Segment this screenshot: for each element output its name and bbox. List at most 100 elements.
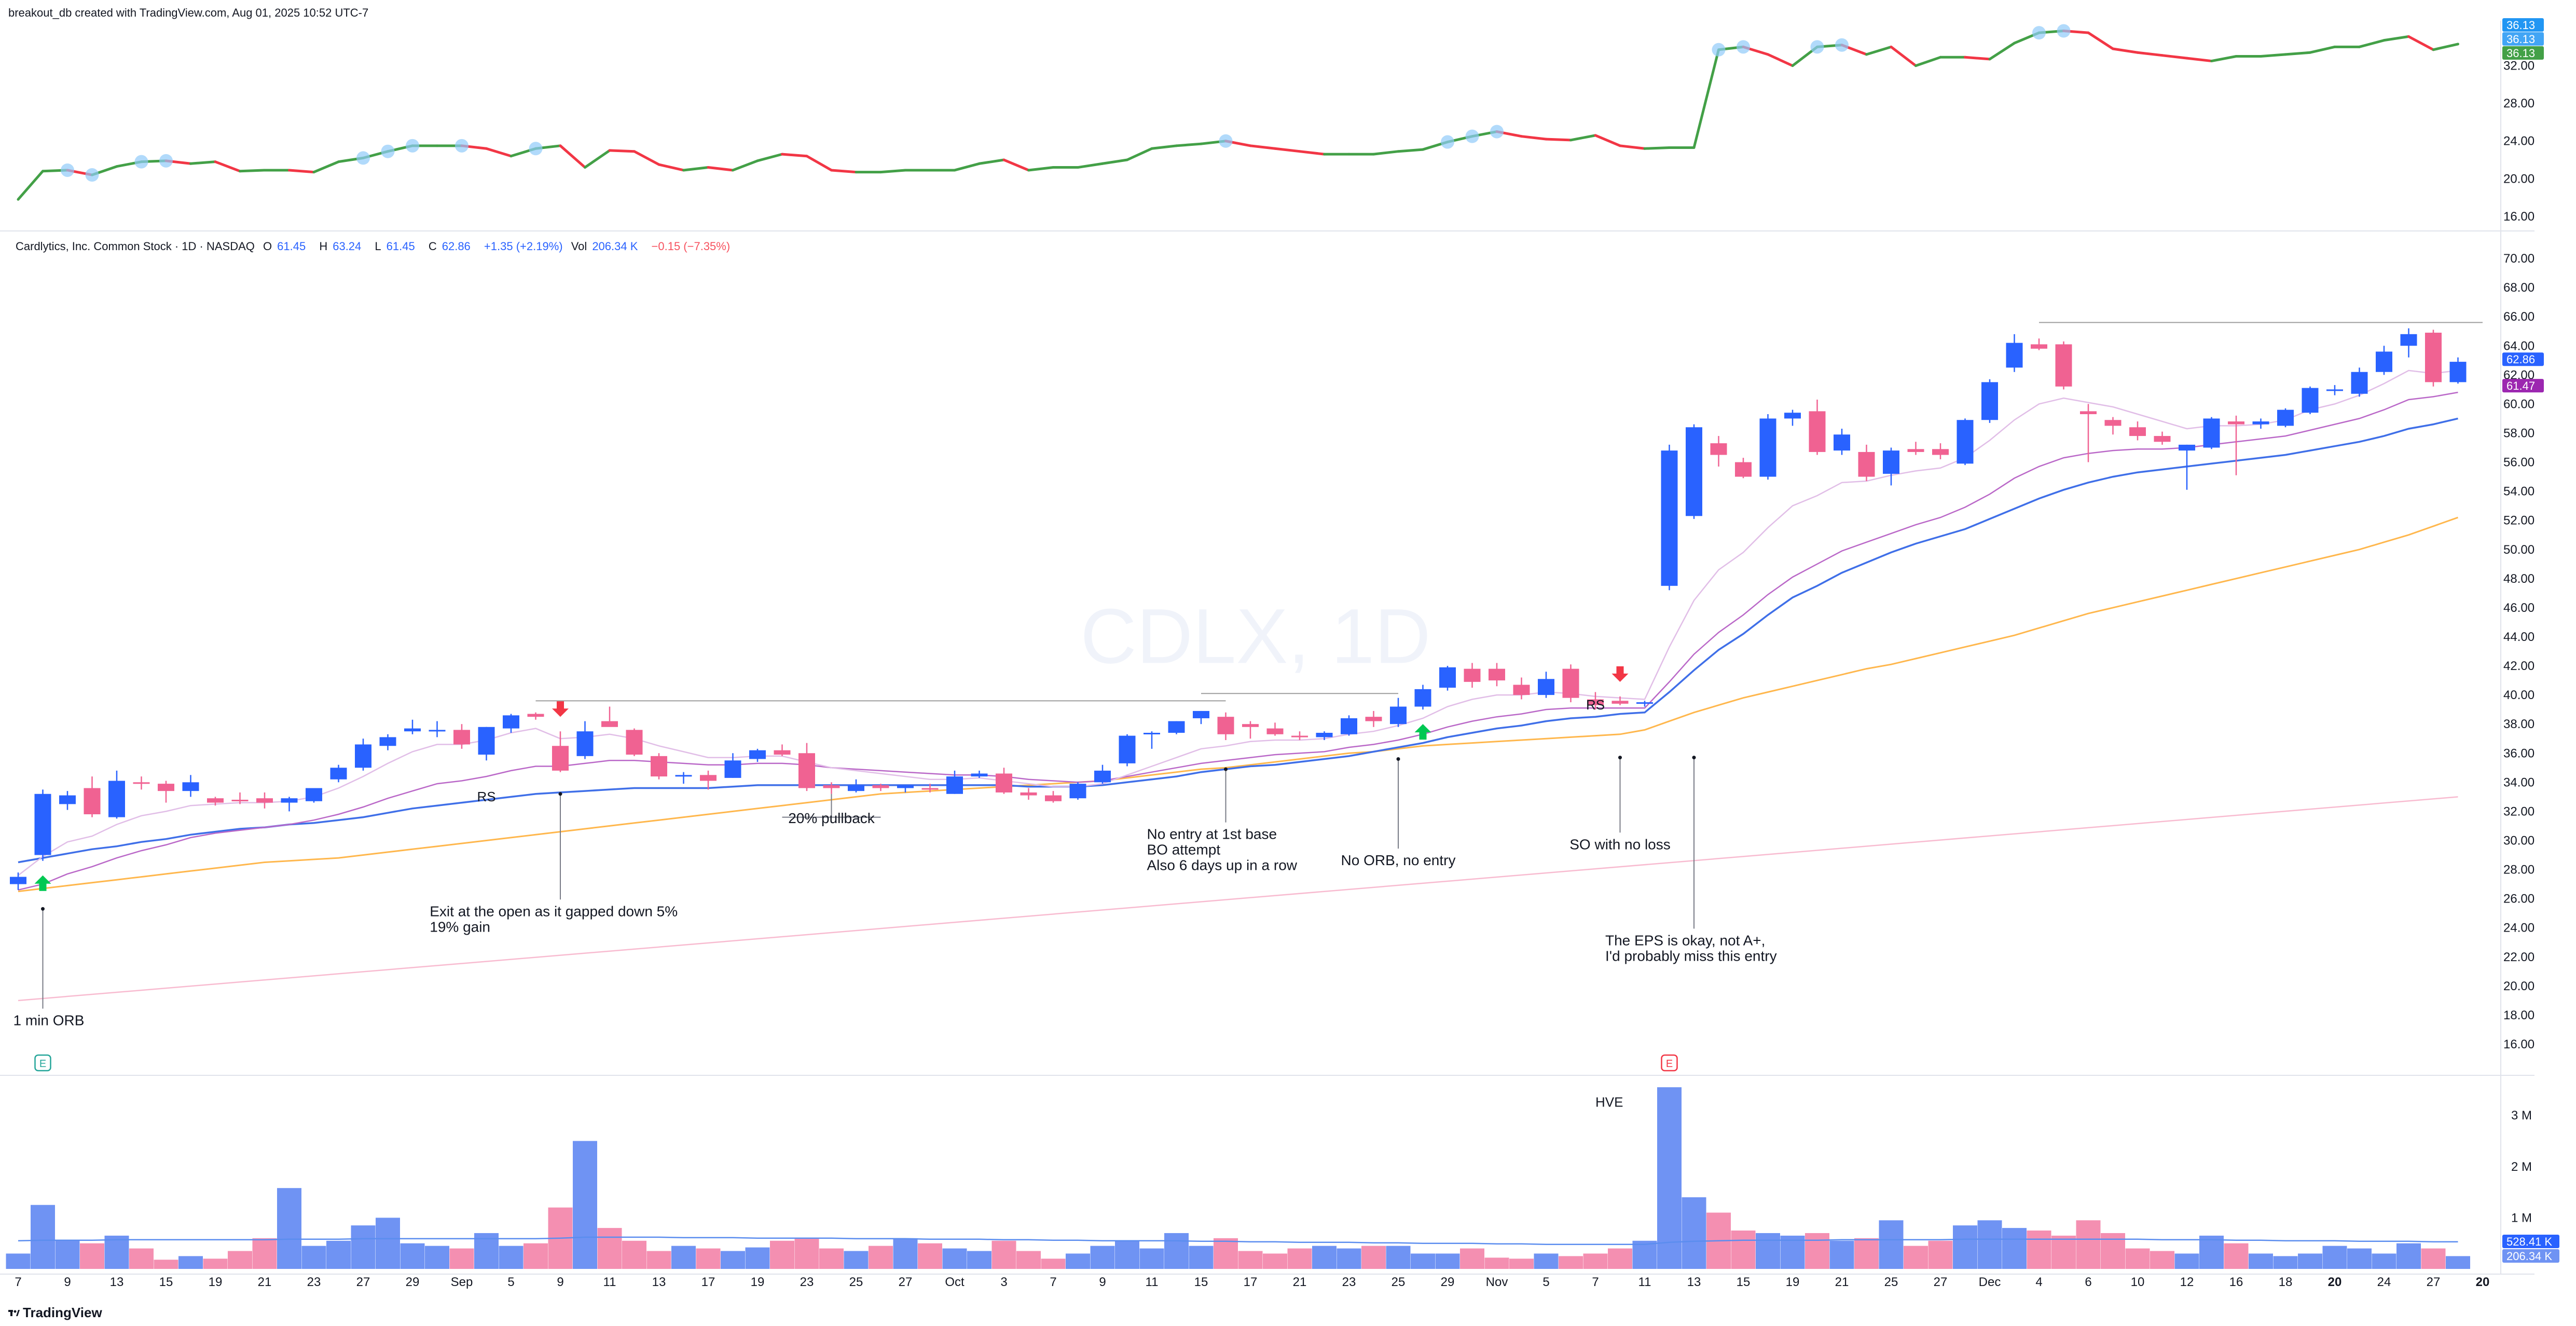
volume-bar — [203, 1259, 228, 1269]
time-axis-tick: 25 — [1884, 1275, 1898, 1289]
rs-line-segment — [2407, 35, 2435, 51]
annotation-dot — [41, 907, 45, 911]
time-axis-tick: 25 — [849, 1275, 863, 1289]
annotation-text: 20% pullback — [788, 810, 875, 826]
candle-body — [1636, 702, 1653, 704]
high-label: H — [319, 240, 328, 253]
rs-axis-tick: 24.00 — [2503, 134, 2534, 148]
price-axis-tick: 28.00 — [2503, 863, 2534, 877]
rs-line-segment — [1101, 158, 1128, 165]
candle-body — [872, 785, 889, 788]
candle-body — [700, 775, 717, 781]
price-axis-tick: 26.00 — [2503, 892, 2534, 906]
time-axis-tick: 19 — [1786, 1275, 1800, 1289]
candle-body — [1291, 735, 1308, 737]
candle-body — [133, 782, 150, 784]
volume-bar — [2322, 1246, 2347, 1269]
price-axis-tick: 60.00 — [2503, 397, 2534, 411]
rs-axis-tick: 20.00 — [2503, 172, 2534, 186]
price-axis-tick: 22.00 — [2503, 950, 2534, 964]
volume-last-label: 206.34 K — [2506, 1250, 2552, 1263]
annotation-text: I'd probably miss this entry — [1605, 948, 1777, 964]
candle-body — [330, 768, 347, 780]
price-axis-tick: 40.00 — [2503, 688, 2534, 702]
time-axis-tick: 25 — [1392, 1275, 1406, 1289]
annotation-text: Also 6 days up in a row — [1147, 857, 1298, 873]
volume-bar — [2076, 1220, 2101, 1269]
tradingview-brand: TradingView — [23, 1305, 102, 1320]
rs-line-segment — [2260, 53, 2287, 58]
volume-bar — [1115, 1240, 1139, 1269]
candle-body — [675, 775, 692, 777]
candle-body — [527, 714, 544, 717]
time-axis-tick: Sep — [451, 1275, 473, 1289]
candle-body — [207, 798, 224, 803]
volume-label-box — [2502, 1235, 2559, 1248]
candle-body — [1439, 667, 1456, 688]
tradingview-logo[interactable]: TradingView — [8, 1305, 102, 1321]
candle-body — [34, 794, 51, 855]
price-axis-tick: 66.00 — [2503, 310, 2534, 324]
candle-body — [1981, 382, 1998, 420]
candle-body — [2055, 344, 2072, 387]
candle-body — [84, 788, 101, 814]
rs-new-high-dot — [529, 142, 543, 156]
candle-body — [848, 785, 864, 791]
annotation-dot — [1224, 767, 1228, 771]
candle-body — [1735, 462, 1752, 477]
volume-bar — [2101, 1233, 2125, 1269]
rs-line-segment — [239, 169, 266, 173]
candle-body — [2080, 411, 2097, 415]
candle-body — [1390, 706, 1407, 724]
rs-line-segment — [584, 149, 611, 169]
price-axis-tick: 50.00 — [2503, 543, 2534, 557]
rs-new-high-dot — [381, 144, 395, 158]
candle-body — [281, 798, 298, 803]
sell-arrow-icon — [1611, 666, 1629, 682]
last-price-label: 62.86 — [2506, 353, 2535, 366]
candle-body — [1489, 668, 1505, 681]
candle-body — [576, 731, 594, 756]
volume-bar — [2125, 1248, 2150, 1269]
candle-body — [503, 715, 519, 729]
rs-line-segment — [781, 153, 808, 158]
time-axis-tick: 23 — [800, 1275, 814, 1289]
time-axis-tick: 11 — [603, 1275, 616, 1289]
low-label: L — [375, 240, 381, 253]
symbol-title[interactable]: Cardlytics, Inc. Common Stock · 1D · NAS… — [16, 240, 255, 253]
volume-bar — [622, 1240, 646, 1269]
volume-bar — [1090, 1246, 1115, 1269]
rs-line-segment — [312, 160, 340, 174]
open-label: O — [263, 240, 272, 253]
earnings-marker-icon — [1661, 1054, 1678, 1072]
candle-body — [2129, 427, 2146, 436]
time-axis-tick: 15 — [1737, 1275, 1751, 1289]
rs-line-segment — [657, 163, 685, 172]
volume-bar — [301, 1246, 326, 1269]
rs-new-high-dot — [1712, 43, 1726, 57]
volume-bar — [2372, 1253, 2396, 1269]
rs-axis-tick: 28.00 — [2503, 97, 2534, 111]
volume-bar — [1041, 1259, 1066, 1269]
volume-bar — [2273, 1256, 2298, 1269]
candle-body — [231, 799, 249, 801]
volume-bar — [6, 1253, 31, 1269]
rs-new-high-dot — [1810, 40, 1824, 54]
time-axis-tick: 16 — [2229, 1275, 2243, 1289]
volume-bar — [1509, 1259, 1534, 1269]
rs-line-segment — [1545, 138, 1572, 142]
time-axis-tick: 10 — [2131, 1275, 2145, 1289]
annotation-dot — [1396, 757, 1400, 761]
volume-bar — [646, 1251, 671, 1269]
rs-line-segment — [756, 153, 783, 162]
volume-bar — [1731, 1231, 1756, 1269]
volume-bar — [1238, 1251, 1263, 1269]
price-axis-tick: 24.00 — [2503, 921, 2534, 935]
volume-bar — [1287, 1248, 1312, 1269]
volume-bar — [1657, 1087, 1682, 1269]
symbol-legend[interactable]: Cardlytics, Inc. Common Stock · 1D · NAS… — [16, 240, 735, 253]
price-axis-tick: 18.00 — [2503, 1008, 2534, 1022]
rs-line-segment — [2382, 35, 2410, 42]
volume-bar — [1632, 1240, 1657, 1269]
